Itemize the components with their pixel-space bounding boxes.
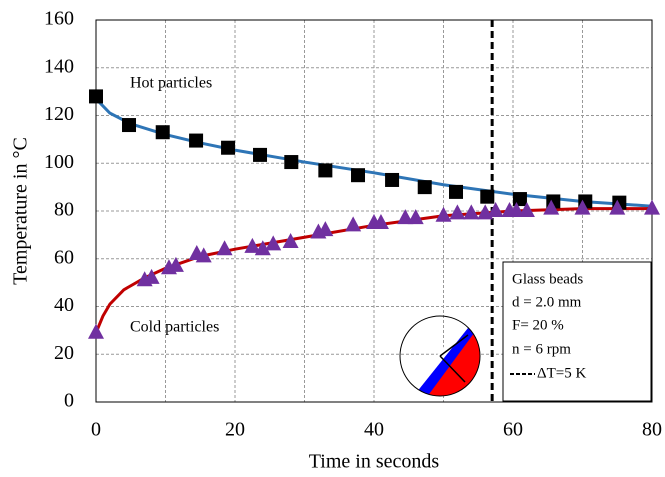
- triangle-marker: [435, 206, 452, 222]
- triangle-marker: [244, 237, 261, 253]
- triangle-marker: [265, 235, 282, 251]
- triangle-marker: [88, 323, 104, 339]
- square-marker: [89, 89, 103, 104]
- triangle-marker: [195, 247, 212, 263]
- triangle-marker: [574, 199, 591, 215]
- y-tick-label: 140: [44, 55, 74, 77]
- info-line: Glass beads: [512, 271, 583, 287]
- drum-icon: [400, 316, 480, 396]
- triangle-marker: [372, 213, 389, 229]
- series-annotation: Hot particles: [130, 75, 212, 92]
- x-tick-label: 20: [225, 419, 245, 441]
- y-axis-title: Temperature in °C: [10, 137, 32, 285]
- vline-label: ΔT=5 K: [537, 365, 587, 381]
- square-marker: [253, 147, 268, 162]
- triangle-marker: [518, 202, 535, 217]
- triangle-marker: [254, 240, 271, 256]
- info-line: F= 20 %: [512, 317, 564, 333]
- triangle-marker: [644, 199, 660, 215]
- x-tick-label: 0: [91, 419, 101, 441]
- square-marker: [122, 118, 137, 133]
- square-marker: [221, 140, 236, 155]
- triangle-marker: [463, 204, 480, 220]
- drum-line: [439, 355, 466, 383]
- square-marker: [189, 133, 204, 148]
- square-marker: [155, 125, 170, 140]
- triangle-marker: [345, 216, 362, 232]
- drum-fill-red: [400, 320, 480, 396]
- drum-outline: [399, 315, 481, 397]
- y-tick-label: 0: [64, 390, 74, 412]
- triangle-marker: [407, 209, 424, 225]
- y-tick-label: 100: [44, 151, 74, 173]
- x-tick-label: 80: [642, 419, 662, 441]
- y-tick-label: 80: [54, 199, 74, 221]
- series-annotation: Cold particles: [130, 319, 219, 336]
- triangle-marker: [397, 209, 414, 225]
- y-tick-label: 120: [44, 103, 74, 125]
- y-tick-label: 160: [44, 8, 74, 30]
- y-tick-label: 60: [54, 246, 74, 268]
- square-marker: [512, 192, 527, 207]
- square-marker: [318, 163, 333, 178]
- info-box: [502, 261, 652, 402]
- y-tick-label: 40: [54, 294, 74, 316]
- triangle-marker: [449, 204, 466, 220]
- triangle-marker: [143, 268, 160, 284]
- square-marker: [449, 184, 464, 199]
- triangle-marker: [609, 199, 626, 215]
- info-line: n = 6 rpm: [512, 341, 571, 357]
- square-marker: [385, 172, 400, 187]
- info-line: d = 2.0 mm: [512, 294, 582, 310]
- square-marker: [480, 189, 495, 204]
- x-tick-label: 40: [364, 419, 384, 441]
- square-marker: [284, 155, 299, 170]
- triangle-marker: [216, 240, 233, 256]
- triangle-marker: [167, 256, 184, 272]
- square-marker: [351, 168, 366, 183]
- triangle-marker: [487, 202, 504, 217]
- x-tick-label: 60: [503, 419, 523, 441]
- square-marker: [417, 180, 432, 195]
- triangle-marker: [508, 202, 525, 217]
- fit-curve: [94, 207, 652, 334]
- triangle-marker: [282, 233, 299, 249]
- markers: [88, 89, 660, 339]
- triangle-marker: [543, 199, 560, 215]
- y-tick-label: 20: [54, 342, 74, 364]
- triangle-marker: [317, 221, 334, 237]
- x-axis-title: Time in seconds: [309, 451, 440, 473]
- drum-line: [439, 334, 469, 357]
